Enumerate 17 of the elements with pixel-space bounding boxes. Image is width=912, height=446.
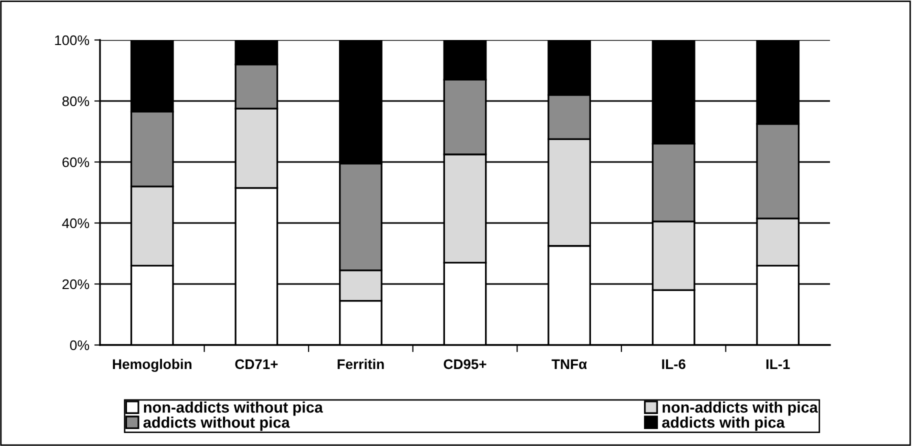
x-tick-label: Ferritin (338, 358, 384, 370)
legend-label: addicts with pica (662, 416, 785, 431)
y-tick-label: 60% (62, 157, 90, 168)
y-tick-label: 20% (62, 279, 90, 290)
legend-label: non-addicts with pica (662, 402, 818, 416)
x-tick-label: IL-6 (662, 359, 686, 370)
y-tick-label: 80% (62, 96, 90, 106)
x-tick-label: CD71+ (235, 359, 278, 370)
y-tick-label: 100% (55, 35, 90, 46)
x-tick-label: CD95+ (444, 359, 486, 370)
x-tick-label: TNFα (552, 359, 587, 370)
x-tick-label: IL-1 (766, 359, 790, 369)
x-tick-label: Hemoglobin (112, 358, 192, 372)
legend-label: non-addicts without pica (144, 402, 323, 416)
y-tick-label: 0% (70, 340, 90, 350)
legend-label: addicts without pica (143, 416, 290, 431)
y-tick-label: 40% (62, 218, 90, 228)
